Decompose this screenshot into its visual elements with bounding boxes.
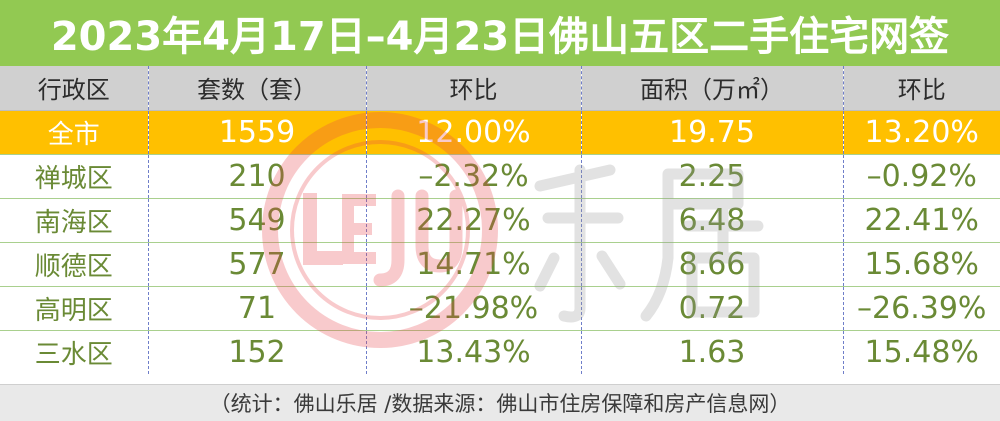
district-units-change: –21.98% [365, 285, 581, 330]
district-name: 三水区 [0, 329, 148, 374]
page-title: 2023年4月17日–4月23日佛山五区二手住宅网签 [50, 14, 950, 60]
district-area: 2.25 [580, 153, 843, 198]
district-area-change: 15.68% [842, 241, 1000, 286]
district-name: 高明区 [0, 285, 148, 330]
data-table: 行政区 套数（套） 环比 面积（万㎡） 环比 全市 1559 12.00% 19… [0, 66, 1000, 374]
district-units-change: 22.27% [365, 197, 581, 242]
district-units: 577 [147, 241, 366, 286]
district-units-change: –2.32% [365, 153, 581, 198]
district-units: 549 [147, 197, 366, 242]
total-name: 全市 [47, 119, 100, 150]
total-units-change: 12.00% [365, 110, 581, 154]
source-note: （统计：佛山乐居 /数据来源：佛山市住房保障和房产信息网） [209, 392, 791, 416]
district-area: 8.66 [580, 241, 843, 286]
table-row: 高明区 71 –21.98% 0.72 –26.39% [0, 285, 1000, 330]
district-units: 152 [147, 329, 366, 374]
total-units: 1559 [147, 110, 366, 154]
title-bar: 2023年4月17日–4月23日佛山五区二手住宅网签 [0, 0, 1000, 66]
district-units: 210 [147, 153, 366, 198]
column-header-units: 套数（套） [147, 66, 366, 111]
column-header-district: 行政区 [0, 66, 148, 111]
district-name: 南海区 [0, 197, 148, 242]
district-area-change: 15.48% [842, 329, 1000, 374]
district-units: 71 [147, 285, 366, 330]
footer: （统计：佛山乐居 /数据来源：佛山市住房保障和房产信息网） [0, 384, 1000, 421]
district-units-change: 13.43% [365, 329, 581, 374]
table-row: 南海区 549 22.27% 6.48 22.41% [0, 197, 1000, 242]
total-area-change: 13.20% [842, 110, 1000, 154]
district-units-change: 14.71% [365, 241, 581, 286]
district-area: 1.63 [580, 329, 843, 374]
column-header-area: 面积（万㎡） [580, 66, 843, 111]
column-header-area-change: 环比 [842, 66, 1000, 111]
district-area-change: –0.92% [842, 153, 1000, 198]
district-area: 6.48 [580, 197, 843, 242]
district-name: 禅城区 [0, 153, 148, 198]
table-row: 顺德区 577 14.71% 8.66 15.68% [0, 241, 1000, 286]
column-header-units-change: 环比 [365, 66, 581, 111]
district-area-change: 22.41% [842, 197, 1000, 242]
district-area-change: –26.39% [842, 285, 1000, 330]
total-row: 全市 1559 12.00% 19.75 13.20% [0, 110, 1000, 154]
table-row: 三水区 152 13.43% 1.63 15.48% [0, 329, 1000, 374]
district-name: 顺德区 [0, 241, 148, 286]
total-area: 19.75 [580, 110, 843, 154]
header-row: 行政区 套数（套） 环比 面积（万㎡） 环比 [0, 66, 1000, 111]
district-area: 0.72 [580, 285, 843, 330]
table-row: 禅城区 210 –2.32% 2.25 –0.92% [0, 153, 1000, 198]
